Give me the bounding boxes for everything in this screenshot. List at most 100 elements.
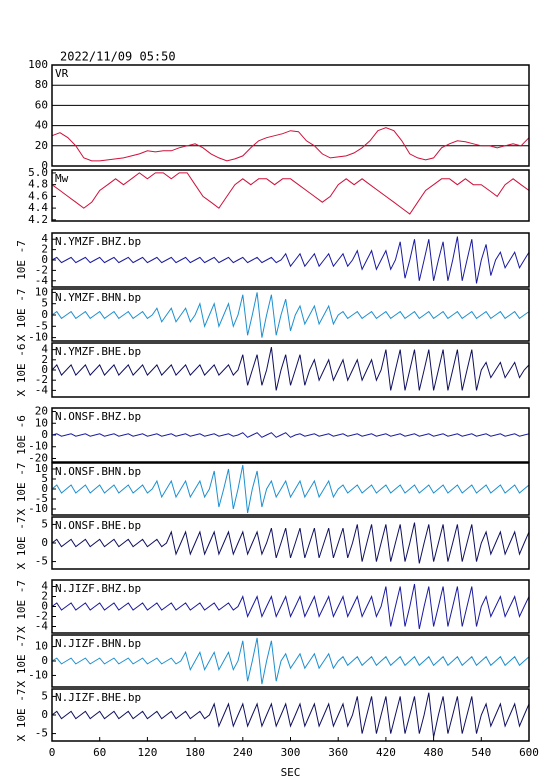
trace [51, 637, 530, 685]
panel-frame [51, 516, 530, 570]
y-tick-label: 4.2 [28, 213, 48, 226]
x-tick-label: 600 [519, 746, 539, 759]
x-tick-label: 240 [233, 746, 253, 759]
y-tick-label: 2 [41, 243, 48, 256]
panel-frame [51, 407, 530, 463]
x-axis-label: SEC [281, 766, 301, 779]
y-tick-label: 5.0 [28, 166, 48, 179]
y-tick-label: 60 [35, 98, 48, 111]
y-axis-label: X 10E -7 [15, 580, 28, 633]
y-tick-label: -5 [35, 727, 48, 740]
panel-frame [51, 169, 530, 222]
y-tick-label: -10 [28, 440, 48, 453]
y-axis-label: X 10E -7 [15, 635, 28, 688]
panel-frame [51, 342, 530, 398]
trace [51, 292, 530, 338]
panel-label: N.YMZF.BHN.bp [55, 291, 141, 304]
y-tick-label: -10 [28, 668, 48, 681]
y-axis-label: X 10E -7 [15, 517, 28, 570]
x-tick-label: 60 [93, 746, 106, 759]
panel-frame [51, 579, 530, 634]
y-tick-label: -4 [35, 383, 49, 396]
trace [51, 172, 530, 215]
panel-label: N.JIZF.BHN.bp [55, 637, 141, 650]
y-tick-label: -5 [35, 492, 48, 505]
y-tick-label: 0 [41, 308, 48, 321]
trace [51, 127, 530, 162]
y-tick-label: -5 [35, 555, 48, 568]
y-axis-label: X 10E -7 [15, 689, 28, 742]
y-tick-label: 4.8 [28, 178, 48, 191]
y-tick-label: 20 [35, 405, 48, 418]
y-tick-label: 0 [41, 428, 48, 441]
y-tick-label: -20 [28, 451, 48, 464]
panel-frame [51, 232, 530, 288]
x-tick-label: 420 [376, 746, 396, 759]
y-tick-label: 4 [41, 232, 48, 245]
y-tick-label: 0 [41, 482, 48, 495]
x-tick-label: 480 [424, 746, 444, 759]
y-tick-label: -2 [35, 263, 48, 276]
y-axis-label: X 10E -6 [15, 344, 28, 397]
panel-label: N.JIZF.BHE.bp [55, 691, 141, 704]
x-tick-label: 180 [185, 746, 205, 759]
y-tick-label: -5 [35, 319, 48, 332]
y-tick-label: 4.4 [28, 201, 48, 214]
y-axis-label: 10E -7 [15, 240, 28, 280]
y-tick-label: 0 [41, 536, 48, 549]
panel-frame [51, 634, 530, 688]
x-tick-label: 360 [328, 746, 348, 759]
panel-frame [51, 288, 530, 342]
y-tick-label: 2 [41, 590, 48, 603]
y-tick-label: 0 [41, 654, 48, 667]
panel-label: Mw [55, 172, 69, 185]
y-tick-label: -4 [35, 274, 49, 287]
x-tick-label: 300 [281, 746, 301, 759]
y-tick-label: 4 [41, 343, 48, 356]
x-tick-label: 120 [137, 746, 157, 759]
y-tick-label: 0 [41, 600, 48, 613]
y-tick-label: 10 [35, 285, 48, 298]
panel-frame [51, 64, 530, 167]
y-tick-label: 10 [35, 640, 48, 653]
panel-label: N.YMZF.BHZ.bp [55, 235, 141, 248]
y-axis-label: X 10E -7 [15, 463, 28, 516]
trace [51, 346, 530, 391]
y-tick-label: 2 [41, 353, 48, 366]
trace [51, 522, 530, 564]
y-tick-label: -4 [35, 620, 49, 633]
y-tick-label: 5 [41, 297, 48, 310]
y-tick-label: 4 [41, 580, 48, 593]
y-tick-label: -10 [28, 502, 48, 515]
y-tick-label: 5 [41, 689, 48, 702]
trace [51, 236, 530, 284]
trace [51, 692, 530, 738]
panel-label: N.ONSF.BHE.bp [55, 519, 141, 532]
y-tick-label: 10 [35, 416, 48, 429]
x-tick-label: 540 [471, 746, 491, 759]
y-tick-label: 4.6 [28, 189, 48, 202]
y-tick-label: 100 [28, 58, 48, 71]
y-tick-label: 40 [35, 119, 48, 132]
panel-label: N.YMZF.BHE.bp [55, 345, 141, 358]
trace [51, 464, 530, 514]
y-tick-label: 0 [41, 363, 48, 376]
panel-label: N.ONSF.BHN.bp [55, 465, 141, 478]
x-tick-label: 0 [49, 746, 56, 759]
panel-label: VR [55, 67, 69, 80]
y-tick-label: -2 [35, 373, 48, 386]
y-tick-label: 10 [35, 462, 48, 475]
y-axis-label: X 10E -7 [15, 289, 28, 342]
y-tick-label: 5 [41, 517, 48, 530]
y-tick-label: 80 [35, 78, 48, 91]
trace [51, 583, 530, 630]
panel-label: N.JIZF.BHZ.bp [55, 582, 141, 595]
y-tick-label: 0 [41, 253, 48, 266]
y-tick-label: -10 [28, 331, 48, 344]
trace [51, 432, 530, 438]
panel-label: N.ONSF.BHZ.bp [55, 410, 141, 423]
y-tick-label: -2 [35, 610, 48, 623]
y-axis-label: 10E -6 [15, 415, 28, 455]
y-tick-label: 20 [35, 139, 48, 152]
